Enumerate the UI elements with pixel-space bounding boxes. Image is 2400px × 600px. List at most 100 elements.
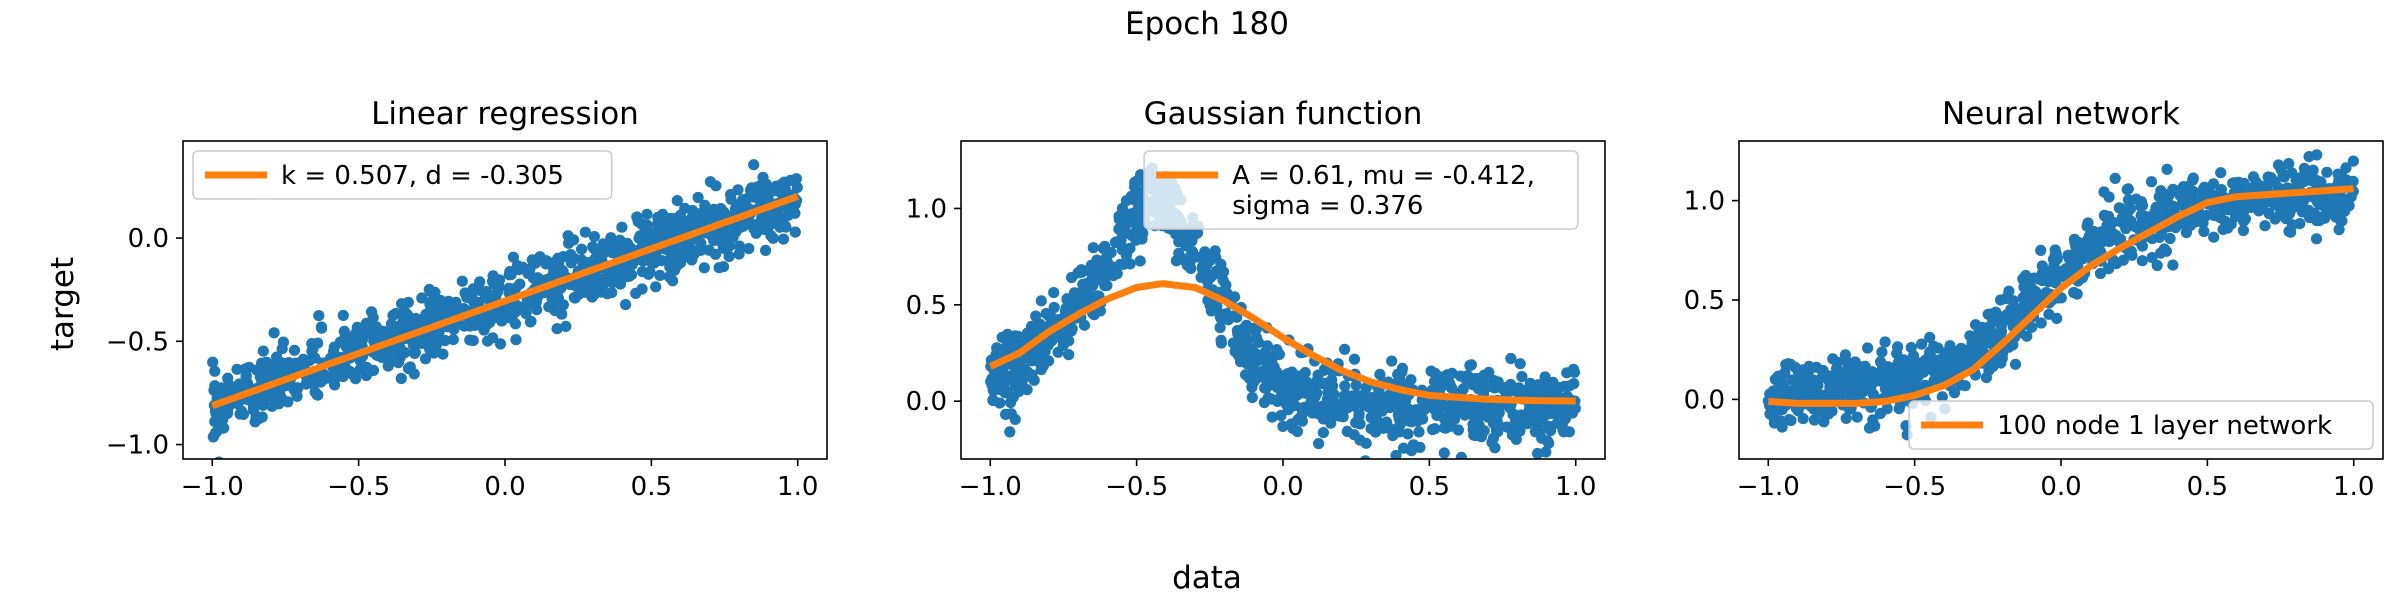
- scatter-point: [1826, 382, 1838, 394]
- scatter-point: [267, 387, 279, 399]
- panel-gaussian-function: Gaussian function −1.0 −0.5 0.0 0.5 1.0 0.0 0.5…: [906, 96, 1606, 502]
- scatter-point: [557, 265, 569, 277]
- scatter-point: [987, 384, 999, 396]
- fit-line: [211, 193, 799, 410]
- scatter-point: [402, 317, 414, 329]
- scatter-point: [2094, 237, 2106, 249]
- scatter-point: [2219, 201, 2232, 213]
- scatter-point: [664, 261, 676, 273]
- x-tick-label: −1.0: [959, 472, 1022, 502]
- scatter-point: [1505, 352, 1517, 365]
- scatter-point: [1273, 348, 1285, 360]
- scatter-point: [1229, 310, 1241, 322]
- scatter-point: [1813, 406, 1825, 418]
- scatter-point: [447, 334, 459, 346]
- scatter-point: [487, 270, 499, 282]
- scatter-point: [1217, 274, 1229, 286]
- x-tick-label: 0.0: [2040, 472, 2081, 502]
- scatter-point: [1217, 266, 1230, 278]
- scatter-point: [737, 220, 749, 232]
- scatter-point: [2051, 253, 2063, 265]
- scatter-point: [370, 321, 382, 333]
- scatter-point: [2068, 286, 2080, 299]
- scatter-point: [1266, 411, 1278, 423]
- scatter-point: [1940, 347, 1952, 359]
- scatter-point: [1360, 437, 1372, 449]
- scatter-point: [1323, 377, 1335, 389]
- scatter-point: [1259, 346, 1271, 358]
- scatter-point: [549, 256, 561, 268]
- scatter-point: [301, 375, 313, 387]
- scatter-point: [1291, 425, 1303, 438]
- scatter-point: [437, 348, 449, 360]
- scatter-point: [2215, 167, 2227, 179]
- scatter-point: [671, 252, 684, 264]
- y-tick-label: 1.0: [1684, 187, 1725, 217]
- legend-box: [192, 150, 613, 200]
- scatter-point: [356, 329, 369, 341]
- scatter-point: [1241, 339, 1253, 351]
- scatter-point: [1859, 360, 1871, 372]
- scatter-point: [2174, 190, 2186, 202]
- scatter-point: [494, 338, 507, 350]
- scatter-point: [720, 231, 732, 243]
- scatter-point: [1052, 346, 1064, 358]
- scatter-point: [1538, 382, 1550, 394]
- scatter-point: [1806, 382, 1819, 394]
- scatter-point: [1129, 181, 1141, 193]
- panel-linear-regression: Linear regression −1.0 −0.5 0.0 0.5 1.0 −1.0 −0…: [106, 96, 828, 502]
- scatter-point: [760, 244, 772, 256]
- scatter-point: [2019, 304, 2031, 316]
- scatter-point: [354, 339, 366, 351]
- scatter-point: [1301, 376, 1313, 388]
- scatter-point: [241, 378, 253, 390]
- scatter-point: [551, 323, 563, 335]
- legend-label: k = 0.507, d = -0.305: [281, 161, 564, 191]
- scatter-point: [725, 193, 737, 205]
- scatter-point: [2164, 232, 2176, 245]
- scatter-point: [1359, 455, 1371, 459]
- x-tick-label: −0.5: [327, 472, 390, 502]
- scatter-point: [339, 330, 351, 342]
- scatter-point: [1365, 411, 1377, 424]
- scatter-point: [1210, 252, 1222, 264]
- scatter-point: [290, 382, 302, 394]
- scatter-point: [1227, 337, 1239, 349]
- scatter-point: [2274, 200, 2286, 212]
- scatter-point: [1461, 406, 1473, 419]
- scatter-point: [985, 376, 997, 388]
- scatter-point: [1092, 267, 1104, 279]
- legend: 100 node 1 layer network: [1908, 400, 2374, 450]
- scatter-point: [1455, 451, 1467, 459]
- scatter-point: [1797, 413, 1809, 425]
- scatter-point: [2163, 202, 2175, 214]
- scatter-point: [2347, 175, 2359, 187]
- scatter-point: [1515, 411, 1527, 423]
- scatter-point: [2135, 196, 2148, 208]
- scatter-point: [2339, 205, 2351, 217]
- scatter-point: [1133, 224, 1145, 236]
- scatter-point: [2198, 225, 2210, 237]
- scatter-point: [2035, 317, 2047, 329]
- scatter-point: [1829, 371, 1841, 383]
- scatter-point: [550, 293, 562, 305]
- scatter-point: [1296, 415, 1308, 427]
- scatter-point: [1348, 353, 1361, 365]
- scatter-point: [1246, 391, 1258, 404]
- scatter-point: [1020, 370, 1033, 382]
- scatter-point: [2222, 222, 2234, 234]
- scatter-point: [2145, 176, 2158, 188]
- scatter-point: [999, 369, 1011, 381]
- scatter-point: [2065, 262, 2077, 275]
- y-tick-label: −0.5: [106, 327, 169, 357]
- scatter-point: [1908, 380, 1920, 392]
- scatter-point: [505, 268, 517, 281]
- scatter-point: [1214, 322, 1226, 334]
- fit-line: [988, 280, 1577, 405]
- scatter-point: [1087, 242, 1099, 254]
- scatter-point: [1282, 368, 1294, 380]
- scatter-point: [1869, 420, 1881, 432]
- scatter-point: [650, 281, 662, 293]
- x-tick-label: 0.5: [1409, 472, 1450, 502]
- scatter-point: [2333, 224, 2345, 236]
